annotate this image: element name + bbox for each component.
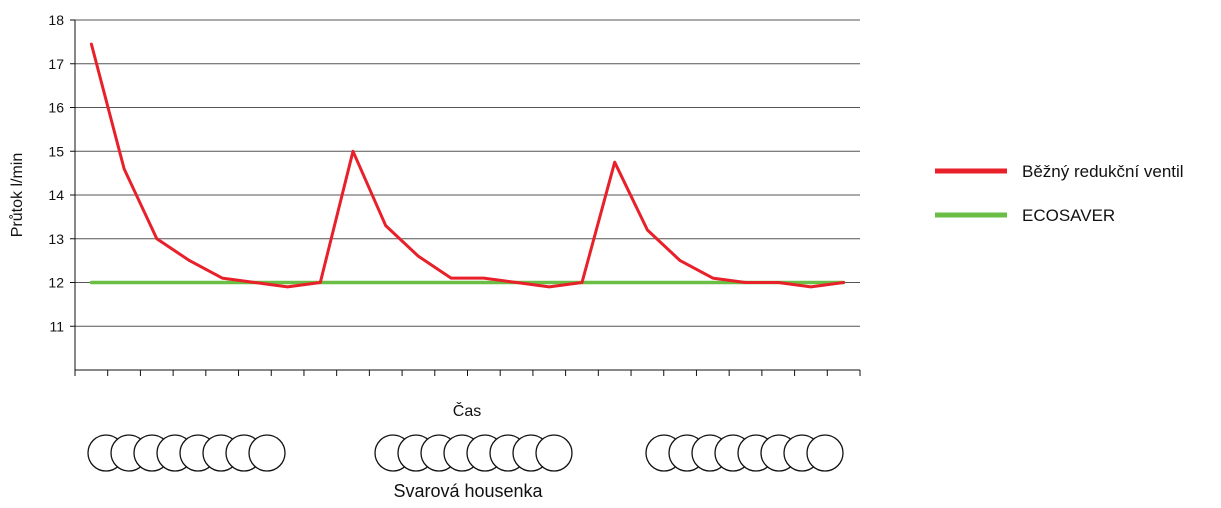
legend: Běžný redukční ventil ECOSAVER	[935, 162, 1184, 225]
x-axis-title: Čas	[453, 401, 481, 420]
series-lines	[89, 42, 846, 289]
weld-bead-circle	[248, 434, 286, 472]
y-tick-label: 16	[48, 100, 64, 116]
y-tick-label: 17	[48, 56, 64, 72]
legend-label-bezny: Běžný redukční ventil	[1022, 162, 1184, 181]
y-axis-tick-labels: 11 12 13 14 15 16 17 18	[48, 12, 64, 334]
y-tick-label: 11	[49, 318, 64, 334]
weld-bead-circle	[535, 434, 573, 472]
weld-bead-circle	[806, 434, 844, 472]
grid-lines	[70, 19, 860, 327]
weld-bead-label: Svarová housenka	[393, 481, 543, 501]
y-tick-label: 15	[48, 143, 64, 159]
y-axis-title: Průtok l/min	[8, 153, 26, 237]
y-tick-label: 18	[48, 12, 64, 28]
y-tick-label: 12	[48, 275, 64, 291]
x-axis-ticks	[74, 370, 861, 376]
y-tick-label: 13	[48, 231, 64, 247]
weld-bead-illustration	[87, 434, 844, 472]
series-line-bezny	[89, 42, 846, 289]
legend-label-ecosaver: ECOSAVER	[1022, 206, 1115, 225]
y-tick-label: 14	[48, 187, 64, 203]
